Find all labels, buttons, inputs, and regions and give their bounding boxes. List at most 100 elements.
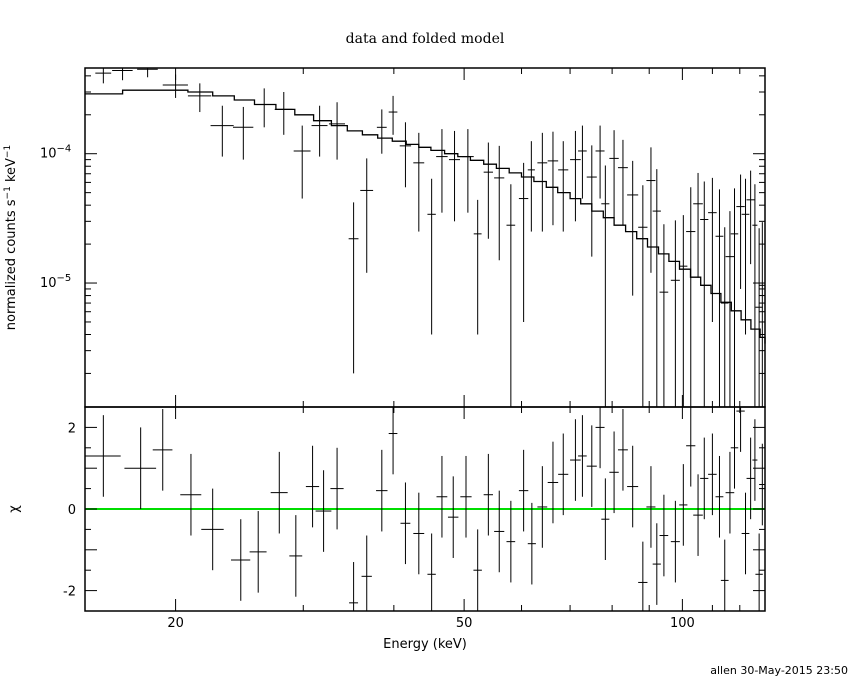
residual-point <box>460 455 472 538</box>
residual-point <box>447 476 459 558</box>
residual-point <box>741 492 750 575</box>
spectrum-point <box>473 199 482 335</box>
spectrum-point <box>693 172 703 278</box>
residual-point <box>85 415 121 497</box>
residual-point <box>483 453 493 536</box>
residual-point <box>609 431 619 514</box>
residual-point <box>627 445 639 528</box>
y-tick-label: 10−5 <box>40 273 71 291</box>
spectrum-data-points <box>95 68 765 407</box>
spectrum-point <box>659 224 669 407</box>
residual-y-axis-label: χ <box>7 505 22 513</box>
spectrum-point <box>570 130 581 222</box>
spectrum-point <box>708 177 717 322</box>
spectrum-point <box>427 178 436 335</box>
spectrum-panel: 10−4 10−5 normalized counts s−1 keV−1 <box>3 67 766 408</box>
residual-point <box>527 502 536 585</box>
spectrum-point <box>746 170 755 265</box>
residual-point <box>506 500 516 583</box>
spectrum-point <box>328 102 345 160</box>
residual-point <box>570 419 581 501</box>
spectrum-point <box>255 88 273 128</box>
residual-point <box>231 519 251 601</box>
residual-y-tick-labels: -2 0 2 <box>63 421 76 599</box>
y-tick-label: 2 <box>68 421 76 436</box>
spectrum-point <box>586 145 597 257</box>
spectrum-point <box>483 142 493 239</box>
spectrum-point <box>518 162 529 322</box>
residual-point <box>427 533 436 611</box>
residual-point <box>686 407 696 487</box>
residual-point <box>752 419 758 501</box>
spectrum-point <box>755 228 763 407</box>
residual-point <box>558 433 569 516</box>
spectrum-point <box>388 95 398 135</box>
y-tick-label: -2 <box>63 585 76 600</box>
spectrum-point <box>527 141 535 232</box>
spectrum-point <box>448 130 460 222</box>
spectrum-axis-ticks <box>85 68 766 407</box>
spectrum-point <box>311 105 328 157</box>
residual-point <box>586 425 597 507</box>
x-tick-label: 20 <box>167 616 184 631</box>
residual-point <box>305 445 320 528</box>
spectrum-point <box>700 181 709 407</box>
plot-title: data and folded model <box>346 31 505 47</box>
spectrum-point <box>715 189 724 407</box>
residual-point <box>518 449 529 532</box>
spectrum-point <box>547 131 559 226</box>
spectrum-point <box>578 125 587 199</box>
residual-point <box>700 437 709 520</box>
residual-point <box>152 409 173 491</box>
residual-point <box>537 466 548 548</box>
spectrum-point <box>679 215 688 407</box>
spectrum-point <box>609 130 619 218</box>
residual-point <box>679 464 688 546</box>
spectrum-point <box>725 211 735 407</box>
spectrum-point <box>232 106 254 160</box>
residual-point <box>759 443 765 526</box>
spectrum-point <box>759 222 765 407</box>
residual-point <box>617 409 628 491</box>
spectrum-point <box>293 125 311 199</box>
timestamp-stamp: allen 30-May-2015 23:50 <box>710 664 848 677</box>
y-tick-label: 10−4 <box>40 144 71 162</box>
spectrum-point <box>595 125 605 199</box>
residual-point <box>547 441 559 524</box>
x-tick-label: 50 <box>456 616 473 631</box>
y-tick-label: 0 <box>68 503 76 518</box>
spectrum-point <box>413 132 425 232</box>
spectrum-point <box>137 68 158 78</box>
residual-point <box>670 500 680 583</box>
spectrum-point <box>646 147 656 273</box>
residual-point <box>376 449 388 532</box>
spectrum-point <box>461 129 474 213</box>
spectrum-point <box>670 220 680 407</box>
residual-point <box>708 433 717 516</box>
residual-point <box>601 478 610 560</box>
energy-tick-labels: 20 50 100 <box>167 616 694 631</box>
spectrum-point <box>436 129 448 213</box>
residuals-panel-frame <box>84 406 766 612</box>
residual-point <box>289 515 303 597</box>
spectrum-point <box>752 184 758 407</box>
residual-point <box>755 533 763 611</box>
residual-point <box>646 466 656 548</box>
spectrum-point <box>210 105 234 157</box>
spectrum-point <box>652 169 661 407</box>
spectrum-panel-frame <box>84 67 766 408</box>
residual-axis-ticks <box>85 407 766 611</box>
residual-point <box>361 535 372 611</box>
residual-point <box>388 407 398 475</box>
residual-point <box>436 455 448 538</box>
spectrum-y-axis-label: normalized counts s−1 keV−1 <box>3 145 19 330</box>
residual-data-points <box>85 407 765 611</box>
spectrum-point <box>741 178 750 335</box>
spectrum-point <box>537 132 548 232</box>
residual-point <box>595 407 605 469</box>
residual-point <box>413 492 425 575</box>
spectrum-point <box>348 202 359 374</box>
residual-point <box>725 451 735 534</box>
spectrum-point <box>686 187 696 407</box>
residual-point <box>652 523 661 605</box>
